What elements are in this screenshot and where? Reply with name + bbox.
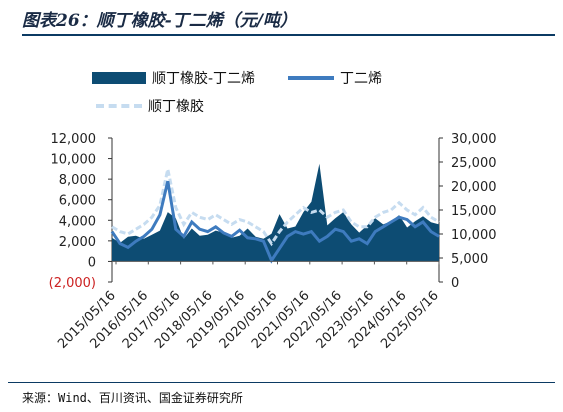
y-right-tick-label: 0 <box>451 276 459 291</box>
plot-area <box>110 163 440 264</box>
chart-plot: (2,000) 0 2,000 4,000 6,000 8,000 10,000 12,000… <box>49 132 497 352</box>
y-axis-left: (2,000) 0 2,000 4,000 6,000 8,000 10,000 12,000 <box>49 132 113 291</box>
series-line-butadiene <box>110 180 440 264</box>
series-line-rubber <box>111 168 440 247</box>
footer-rule <box>8 382 555 383</box>
y-axis-right: 0 5,000 10,000 15,000 20,000 25,000 30,000 <box>438 132 497 291</box>
y-left-tick-label: 10,000 <box>51 153 97 168</box>
y-right-tick-label: 30,000 <box>451 132 497 147</box>
title-rule <box>22 34 555 36</box>
legend-item-spread: 顺丁橡胶-丁二烯 <box>92 68 255 88</box>
legend-label-rubber: 顺丁橡胶 <box>148 99 204 115</box>
y-left-tick-label: 0 <box>88 255 96 270</box>
source-note: 来源：Wind、百川资讯、国金证券研究所 <box>22 391 243 405</box>
chart-legend: 顺丁橡胶-丁二烯 丁二烯 顺丁橡胶 <box>92 62 492 122</box>
legend-label-butadiene: 丁二烯 <box>340 71 382 87</box>
legend-swatch-spread <box>92 72 146 84</box>
y-left-tick-label: 8,000 <box>59 173 96 188</box>
legend-item-rubber: 顺丁橡胶 <box>96 96 204 116</box>
y-left-tick-label: 12,000 <box>51 132 97 147</box>
y-left-tick-label: 6,000 <box>59 194 96 209</box>
y-right-tick-label: 15,000 <box>451 204 497 219</box>
x-axis: 2015/05/162016/05/162017/05/162018/05/16… <box>55 261 442 352</box>
y-right-tick-label: 5,000 <box>451 252 488 267</box>
series-area-spread <box>112 163 439 262</box>
legend-swatch-butadiene <box>288 76 334 80</box>
legend-item-butadiene: 丁二烯 <box>288 68 382 88</box>
y-right-tick-label: 10,000 <box>451 228 497 243</box>
legend-label-spread: 顺丁橡胶-丁二烯 <box>152 71 256 87</box>
y-right-tick-label: 20,000 <box>451 180 497 195</box>
page-title: 图表26：顺丁橡胶-丁二烯（元/吨） <box>22 11 297 31</box>
legend-swatch-rubber <box>96 104 142 108</box>
y-left-tick-label: 4,000 <box>59 214 96 229</box>
y-left-tick-label: 2,000 <box>59 235 96 250</box>
y-right-tick-label: 25,000 <box>451 156 497 171</box>
y-left-tick-label: (2,000) <box>49 276 96 291</box>
